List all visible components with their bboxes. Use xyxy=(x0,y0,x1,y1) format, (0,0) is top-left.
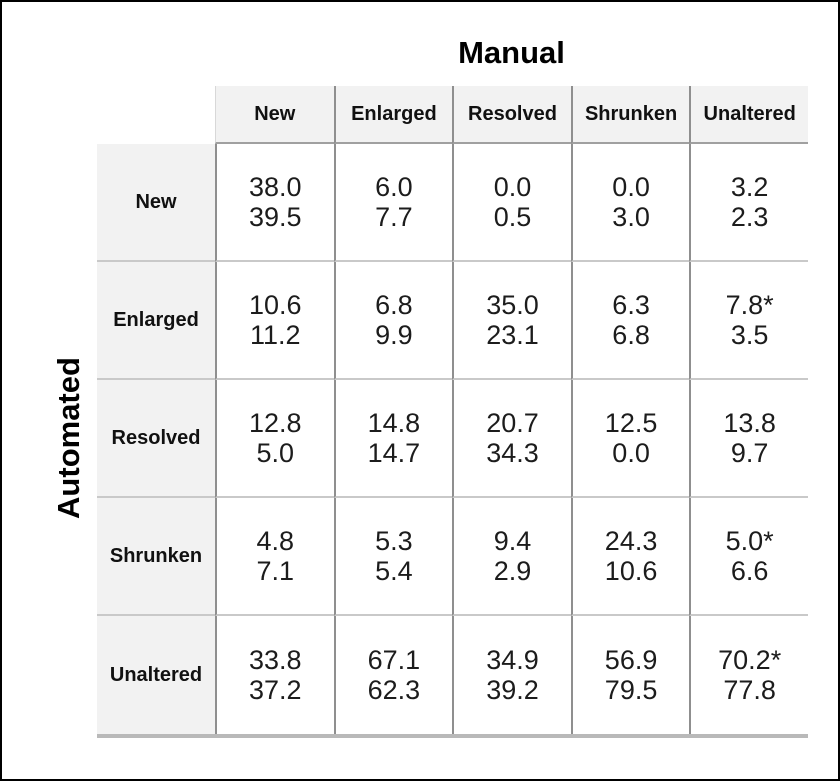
matrix-cell: 38.0 39.5 xyxy=(215,144,334,262)
col-header-new: New xyxy=(215,86,334,144)
value-bottom: 77.8 xyxy=(723,675,776,705)
value-top: 7.8* xyxy=(725,290,774,320)
value-bottom: 7.7 xyxy=(375,202,413,232)
matrix-cell: 0.0 3.0 xyxy=(570,144,690,262)
value-top: 14.8 xyxy=(367,408,421,438)
matrix-cell: 9.4 2.9 xyxy=(452,498,571,616)
matrix-cell: 7.8* 3.5 xyxy=(689,262,808,380)
value-bottom: 6.6 xyxy=(730,556,769,586)
matrix-cell: 5.0* 6.6 xyxy=(689,498,808,616)
matrix-cell: 56.9 79.5 xyxy=(570,616,690,734)
matrix-cell: 20.7 34.3 xyxy=(452,380,571,498)
value-bottom: 9.9 xyxy=(375,320,413,350)
matrix-cell: 70.2* 77.8 xyxy=(689,616,808,734)
value-top: 20.7 xyxy=(486,408,539,438)
column-axis-title: Manual xyxy=(458,35,565,70)
matrix-cell: 35.0 23.1 xyxy=(452,262,571,380)
value-top: 6.8 xyxy=(375,290,413,320)
value-top: 12.5 xyxy=(604,408,658,438)
value-top: 38.0 xyxy=(249,172,302,202)
value-bottom: 23.1 xyxy=(486,320,539,350)
value-bottom: 2.9 xyxy=(493,556,532,586)
value-bottom: 2.3 xyxy=(730,202,769,232)
row-header-new: New xyxy=(97,144,215,262)
value-top: 9.4 xyxy=(493,526,532,556)
value-bottom: 34.3 xyxy=(486,438,539,468)
value-top: 3.2 xyxy=(730,172,769,202)
matrix-cell: 67.1 62.3 xyxy=(333,616,453,734)
confusion-matrix-table: New Enlarged Resolved Shrunken Unaltered… xyxy=(97,86,808,738)
value-top: 4.8 xyxy=(256,526,295,556)
value-bottom: 3.5 xyxy=(730,320,769,350)
value-bottom: 11.2 xyxy=(250,320,301,350)
matrix-cell: 12.8 5.0 xyxy=(215,380,334,498)
value-bottom: 37.2 xyxy=(249,675,302,705)
value-bottom: 5.0 xyxy=(256,438,295,468)
value-bottom: 5.4 xyxy=(375,556,413,586)
value-bottom: 14.7 xyxy=(367,438,421,468)
row-axis-title: Automated xyxy=(51,357,86,519)
value-bottom: 3.0 xyxy=(612,202,650,232)
matrix-cell: 12.5 0.0 xyxy=(570,380,690,498)
row-header-resolved: Resolved xyxy=(97,380,215,498)
value-top: 13.8 xyxy=(723,408,776,438)
value-top: 70.2* xyxy=(718,645,782,675)
matrix-cell: 4.8 7.1 xyxy=(215,498,334,616)
row-header-enlarged: Enlarged xyxy=(97,262,215,380)
value-top: 5.3 xyxy=(375,526,413,556)
col-header-unaltered: Unaltered xyxy=(689,86,808,144)
value-top: 10.6 xyxy=(249,290,302,320)
value-top: 6.0 xyxy=(375,172,413,202)
value-top: 34.9 xyxy=(486,645,539,675)
col-header-shrunken: Shrunken xyxy=(570,86,690,144)
matrix-cell: 24.3 10.6 xyxy=(570,498,690,616)
matrix-cell: 6.0 7.7 xyxy=(333,144,453,262)
value-bottom: 79.5 xyxy=(604,675,658,705)
value-top: 56.9 xyxy=(604,645,658,675)
matrix-cell: 3.2 2.3 xyxy=(689,144,808,262)
value-top: 12.8 xyxy=(249,408,302,438)
value-bottom: 0.5 xyxy=(493,202,532,232)
col-header-resolved: Resolved xyxy=(452,86,571,144)
matrix-cell: 6.8 9.9 xyxy=(333,262,453,380)
value-top: 5.0* xyxy=(725,526,774,556)
value-bottom: 6.8 xyxy=(612,320,650,350)
value-top: 6.3 xyxy=(612,290,650,320)
value-bottom: 9.7 xyxy=(730,438,769,468)
value-bottom: 39.5 xyxy=(249,202,302,232)
matrix-cell: 10.6 11.2 xyxy=(215,262,334,380)
value-top: 0.0 xyxy=(612,172,650,202)
row-header-shrunken: Shrunken xyxy=(97,498,215,616)
value-bottom: 7.1 xyxy=(256,556,295,586)
matrix-cell: 6.3 6.8 xyxy=(570,262,690,380)
matrix-cell: 5.3 5.4 xyxy=(333,498,453,616)
matrix-cell: 33.8 37.2 xyxy=(215,616,334,734)
matrix-cell: 34.9 39.2 xyxy=(452,616,571,734)
value-top: 24.3 xyxy=(604,526,658,556)
matrix-cell: 0.0 0.5 xyxy=(452,144,571,262)
value-top: 35.0 xyxy=(486,290,539,320)
row-header-unaltered: Unaltered xyxy=(97,616,215,734)
value-bottom: 0.0 xyxy=(612,438,650,468)
value-top: 67.1 xyxy=(367,645,421,675)
col-header-enlarged: Enlarged xyxy=(333,86,453,144)
corner-cell xyxy=(97,86,215,144)
value-bottom: 39.2 xyxy=(486,675,539,705)
value-bottom: 62.3 xyxy=(367,675,421,705)
matrix-cell: 13.8 9.7 xyxy=(689,380,808,498)
value-bottom: 10.6 xyxy=(604,556,658,586)
value-top: 33.8 xyxy=(249,645,302,675)
matrix-cell: 14.8 14.7 xyxy=(333,380,453,498)
value-top: 0.0 xyxy=(493,172,532,202)
